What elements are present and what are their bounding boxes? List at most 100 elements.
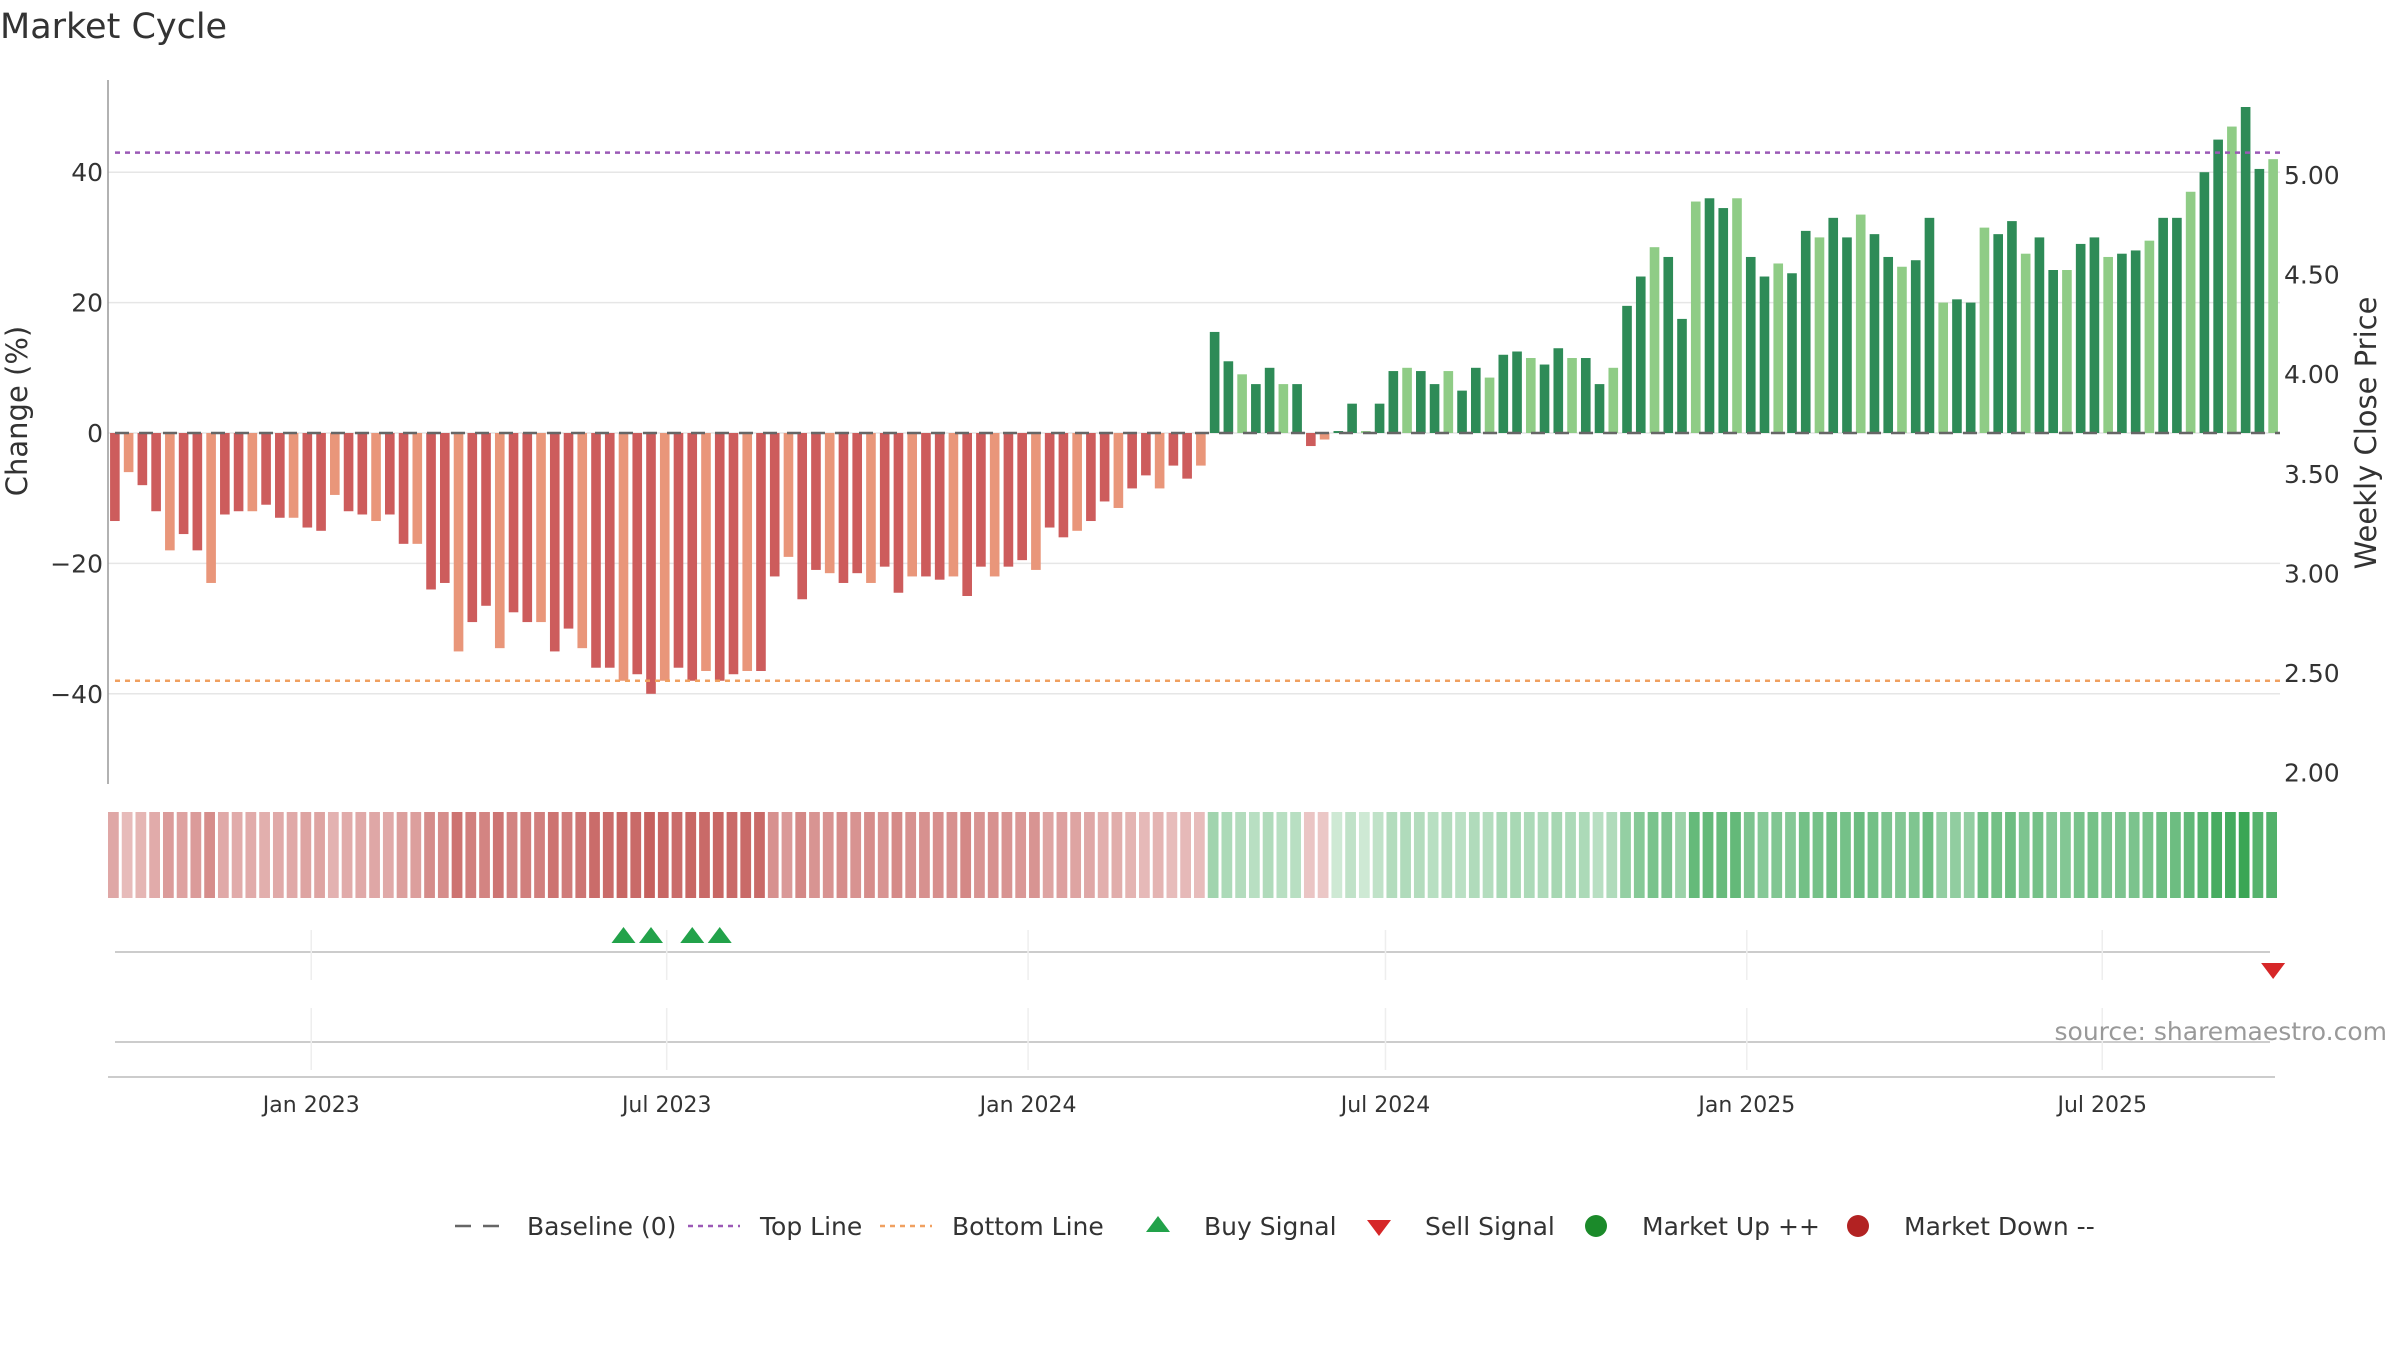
- heat-cell: [2252, 812, 2264, 898]
- bar: [1278, 384, 1289, 433]
- legend-label: Top Line: [759, 1212, 862, 1241]
- bar: [1539, 364, 1550, 433]
- bar: [536, 433, 546, 623]
- heat-cell: [1675, 812, 1686, 898]
- legend-item: Baseline (0): [455, 1212, 676, 1241]
- bar: [728, 433, 739, 675]
- heat-cell: [1592, 812, 1604, 898]
- legend: Baseline (0) Top Line Bottom Line Buy Signa…: [455, 1212, 2095, 1241]
- bar: [1319, 433, 1330, 440]
- heat-cell: [1331, 812, 1343, 898]
- heat-cell: [905, 812, 917, 898]
- heat-cell: [2032, 812, 2044, 898]
- bar: [756, 433, 766, 671]
- heat-cell: [1537, 812, 1549, 898]
- heat-cell: [1317, 812, 1329, 898]
- heat-cell: [1111, 812, 1123, 898]
- heat-cell: [864, 812, 875, 898]
- bar: [467, 433, 478, 623]
- heat-cell: [1139, 812, 1150, 898]
- heat-cell: [176, 812, 188, 898]
- heat-cell: [974, 812, 985, 898]
- heat-cell: [740, 812, 752, 898]
- y2-tick-label: 3.00: [2284, 559, 2340, 588]
- heat-cell: [561, 812, 573, 898]
- heat-strip: [108, 812, 2277, 898]
- bar: [1154, 433, 1165, 489]
- bar: [1897, 266, 1907, 433]
- heat-cell: [1482, 812, 1494, 898]
- heat-cell: [1826, 812, 1838, 898]
- bar: [1141, 433, 1151, 476]
- legend-swatch: [1367, 1220, 1391, 1236]
- source-label: source: sharemaestro.com: [2055, 1017, 2388, 1046]
- heat-cell: [382, 812, 394, 898]
- heat-cell: [1922, 812, 1934, 898]
- bar: [1814, 237, 1825, 433]
- heat-cell: [1029, 812, 1040, 898]
- bar: [2158, 217, 2168, 433]
- legend-swatch: [1847, 1215, 1869, 1237]
- heat-cell: [451, 812, 463, 898]
- heat-cell: [1496, 812, 1508, 898]
- heat-cell: [781, 812, 793, 898]
- heat-cell: [1647, 812, 1659, 898]
- heat-cell: [190, 812, 202, 898]
- heat-cell: [1510, 812, 1521, 898]
- bar: [2185, 191, 2196, 433]
- heat-cell: [891, 812, 903, 898]
- bar: [1608, 367, 1619, 433]
- bar: [1773, 263, 1784, 433]
- bar: [439, 433, 450, 583]
- bar: [2199, 172, 2210, 433]
- bar: [2075, 243, 2086, 433]
- heat-cell: [1084, 812, 1095, 898]
- heat-cell: [479, 812, 490, 898]
- heat-cell: [1523, 812, 1535, 898]
- heat-cell: [410, 812, 422, 898]
- heat-cell: [2197, 812, 2209, 898]
- bar: [563, 433, 574, 629]
- bar: [1663, 256, 1674, 433]
- heat-cell: [987, 812, 999, 898]
- bar: [1196, 433, 1206, 466]
- heat-cell: [2183, 812, 2195, 898]
- y-tick-label: 40: [71, 158, 103, 187]
- heat-cell: [272, 812, 284, 898]
- heat-cell: [809, 812, 820, 898]
- heat-cell: [1303, 812, 1315, 898]
- heat-cell: [1798, 812, 1810, 898]
- heat-cell: [245, 812, 257, 898]
- heat-cell: [2115, 812, 2126, 898]
- heat-cell: [327, 812, 339, 898]
- bar: [2130, 250, 2141, 433]
- buy-signal-marker: [639, 927, 663, 943]
- heat-cell: [589, 812, 600, 898]
- heat-cell: [2225, 812, 2236, 898]
- heat-cell: [1413, 812, 1425, 898]
- heat-cell: [2128, 812, 2140, 898]
- bar: [1690, 201, 1701, 433]
- heat-cell: [2060, 812, 2071, 898]
- heat-cell: [149, 812, 160, 898]
- heat-cell: [1812, 812, 1824, 898]
- bar: [426, 433, 436, 590]
- y-axis-label: Change (%): [0, 326, 34, 496]
- heat-cell: [1345, 812, 1356, 898]
- heat-cell: [121, 812, 133, 898]
- bar: [1842, 237, 1852, 433]
- bar: [1402, 367, 1412, 433]
- bar: [1869, 234, 1880, 433]
- heat-cell: [1262, 812, 1274, 898]
- heat-cell: [1606, 812, 1618, 898]
- bar: [1787, 273, 1797, 433]
- bar: [1113, 433, 1124, 508]
- heat-cell: [1661, 812, 1673, 898]
- y2-tick-label: 5.00: [2284, 161, 2340, 190]
- heat-cell: [2211, 812, 2223, 898]
- x-axis: Jan 2023 Jul 2023 Jan 2024 Jul 2024 Jan 2025…: [108, 930, 2275, 1118]
- bar: [797, 433, 808, 600]
- bar: [508, 433, 519, 613]
